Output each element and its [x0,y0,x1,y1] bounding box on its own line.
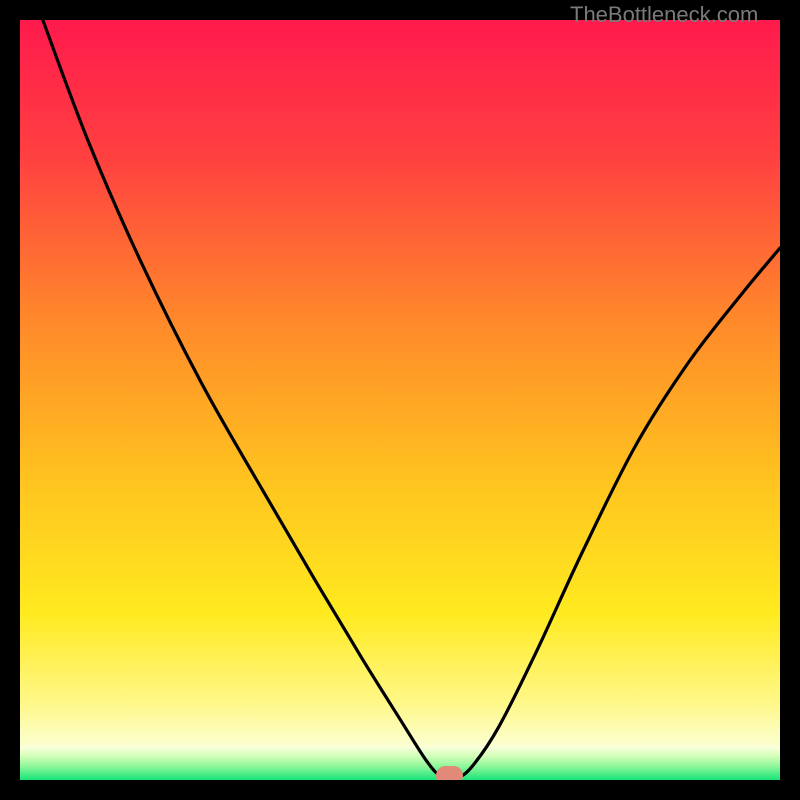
plot-area [20,20,780,780]
bottleneck-curve [20,20,780,780]
watermark-text: TheBottleneck.com [570,2,758,28]
optimum-marker [436,766,463,780]
